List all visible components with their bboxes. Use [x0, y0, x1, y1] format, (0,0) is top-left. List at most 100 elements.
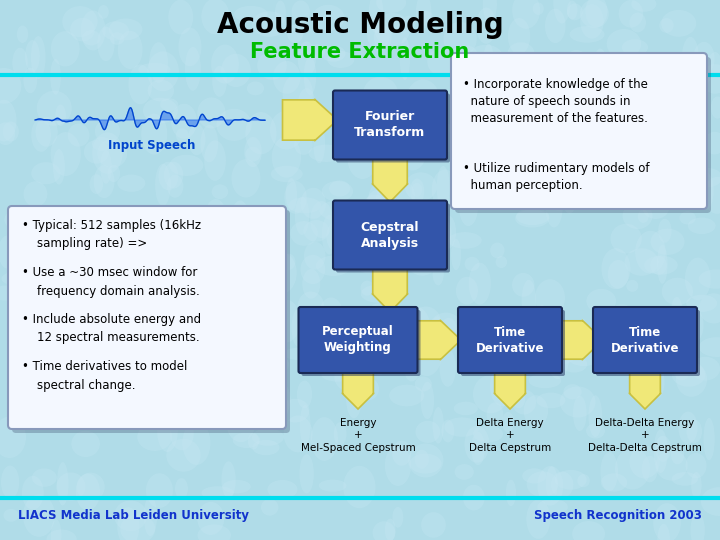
Ellipse shape: [421, 102, 438, 116]
Ellipse shape: [366, 190, 392, 219]
Ellipse shape: [236, 404, 269, 419]
Ellipse shape: [271, 393, 281, 415]
Ellipse shape: [444, 22, 477, 57]
Ellipse shape: [4, 208, 40, 231]
Ellipse shape: [294, 135, 313, 155]
Ellipse shape: [170, 416, 194, 450]
Ellipse shape: [454, 402, 478, 415]
Ellipse shape: [185, 47, 201, 91]
FancyBboxPatch shape: [336, 93, 450, 163]
Ellipse shape: [212, 66, 227, 97]
Ellipse shape: [300, 405, 310, 446]
Ellipse shape: [113, 304, 143, 343]
FancyBboxPatch shape: [596, 310, 700, 376]
Ellipse shape: [166, 439, 201, 471]
Ellipse shape: [432, 170, 458, 210]
Ellipse shape: [427, 48, 459, 76]
Ellipse shape: [261, 499, 279, 516]
Ellipse shape: [563, 191, 576, 213]
Ellipse shape: [536, 68, 551, 100]
Ellipse shape: [636, 308, 671, 334]
Ellipse shape: [248, 433, 259, 449]
Ellipse shape: [155, 164, 171, 206]
Ellipse shape: [273, 393, 289, 420]
Ellipse shape: [0, 122, 15, 145]
Polygon shape: [342, 371, 374, 409]
Ellipse shape: [421, 512, 446, 538]
Ellipse shape: [59, 237, 82, 266]
Ellipse shape: [693, 42, 714, 75]
Ellipse shape: [508, 133, 539, 168]
Ellipse shape: [138, 423, 172, 451]
Ellipse shape: [286, 178, 297, 211]
Ellipse shape: [555, 470, 587, 490]
Ellipse shape: [439, 215, 456, 249]
Ellipse shape: [608, 260, 629, 289]
Ellipse shape: [294, 197, 310, 235]
Ellipse shape: [676, 362, 707, 397]
Ellipse shape: [300, 255, 325, 284]
Ellipse shape: [399, 134, 426, 171]
Ellipse shape: [109, 18, 143, 40]
Ellipse shape: [51, 519, 61, 540]
Ellipse shape: [410, 179, 424, 204]
Ellipse shape: [309, 145, 344, 162]
Ellipse shape: [405, 238, 440, 275]
Ellipse shape: [651, 228, 685, 255]
Ellipse shape: [92, 137, 112, 151]
Ellipse shape: [298, 292, 324, 320]
Text: Cepstral
Analysis: Cepstral Analysis: [361, 220, 419, 249]
Ellipse shape: [600, 452, 618, 491]
Ellipse shape: [536, 393, 565, 408]
Ellipse shape: [270, 111, 303, 150]
Ellipse shape: [622, 39, 648, 56]
Ellipse shape: [322, 215, 337, 254]
Ellipse shape: [68, 283, 87, 322]
Ellipse shape: [0, 68, 22, 104]
Ellipse shape: [410, 307, 441, 336]
Ellipse shape: [81, 10, 106, 50]
Ellipse shape: [37, 365, 52, 399]
Ellipse shape: [50, 59, 61, 94]
Ellipse shape: [143, 236, 161, 264]
Ellipse shape: [638, 79, 648, 103]
Ellipse shape: [483, 44, 494, 77]
Ellipse shape: [698, 269, 720, 289]
Ellipse shape: [251, 269, 269, 299]
Ellipse shape: [618, 0, 643, 28]
Ellipse shape: [377, 320, 390, 357]
Ellipse shape: [304, 242, 325, 269]
Text: Input Speech: Input Speech: [108, 138, 196, 152]
Ellipse shape: [650, 163, 667, 205]
Text: • Incorporate knowledge of the
  nature of speech sounds in
  measurement of the: • Incorporate knowledge of the nature of…: [463, 78, 648, 125]
Ellipse shape: [361, 281, 374, 296]
Ellipse shape: [523, 395, 548, 427]
Ellipse shape: [204, 199, 227, 235]
Ellipse shape: [281, 399, 310, 422]
Ellipse shape: [370, 345, 389, 375]
Ellipse shape: [570, 26, 605, 43]
Text: Speech Recognition 2003: Speech Recognition 2003: [534, 509, 702, 522]
Ellipse shape: [672, 350, 692, 381]
FancyBboxPatch shape: [302, 310, 420, 376]
Ellipse shape: [642, 90, 652, 124]
Ellipse shape: [273, 300, 300, 342]
Ellipse shape: [50, 132, 81, 176]
Text: Time
Derivative: Time Derivative: [611, 326, 679, 354]
Ellipse shape: [678, 158, 703, 188]
Ellipse shape: [189, 249, 203, 278]
Ellipse shape: [321, 369, 357, 382]
Ellipse shape: [390, 384, 424, 407]
Ellipse shape: [31, 118, 51, 152]
Ellipse shape: [275, 1, 286, 24]
Ellipse shape: [321, 45, 346, 62]
Ellipse shape: [472, 432, 485, 465]
Ellipse shape: [586, 289, 616, 313]
Ellipse shape: [655, 436, 671, 462]
Ellipse shape: [512, 389, 536, 415]
Ellipse shape: [164, 161, 184, 188]
Ellipse shape: [23, 68, 37, 93]
Ellipse shape: [506, 480, 516, 506]
Ellipse shape: [482, 0, 497, 22]
Ellipse shape: [708, 52, 720, 78]
